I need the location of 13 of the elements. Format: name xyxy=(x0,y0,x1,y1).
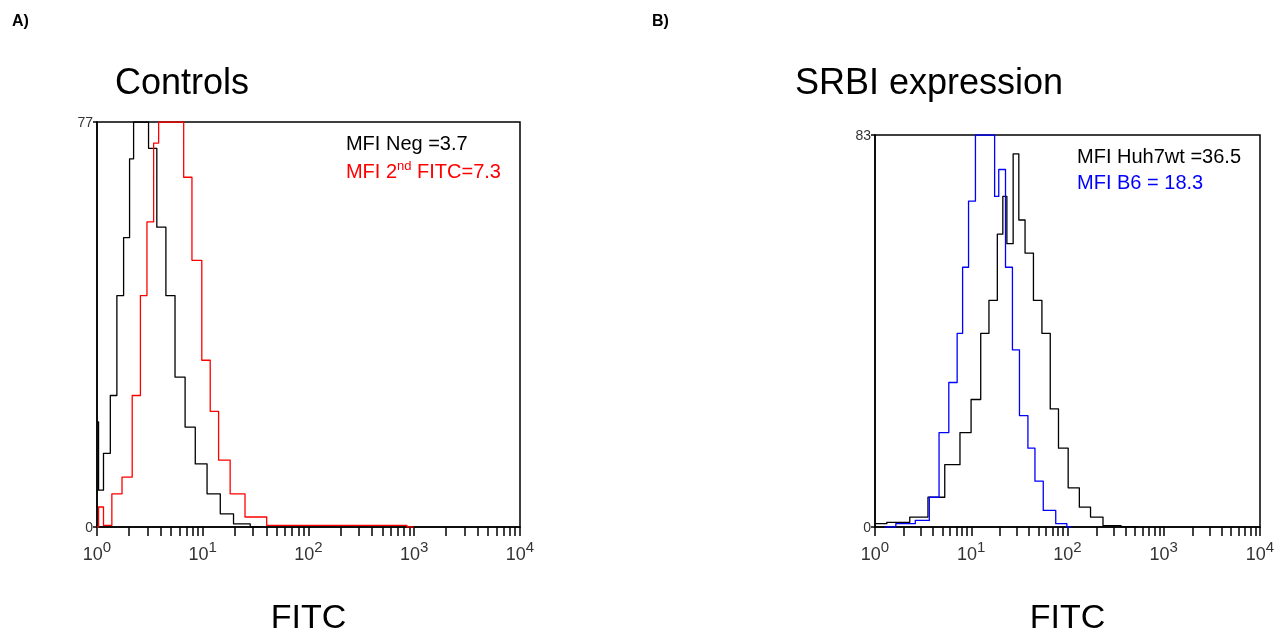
chart-title: SRBI expression xyxy=(795,60,1064,102)
chart-title: Controls xyxy=(115,60,250,102)
y-tick-label: 0 xyxy=(863,519,872,535)
text: MFI B6 = 18.3 xyxy=(1077,171,1204,193)
text: MFI Neg =3.7 xyxy=(345,132,468,154)
y-tick-label: 83 xyxy=(855,127,872,143)
text: B) xyxy=(652,11,669,29)
text: MFI Huh7wt =36.5 xyxy=(1077,145,1241,167)
x-axis-title: FITC xyxy=(270,597,347,635)
x-axis-title: FITC xyxy=(1029,597,1106,635)
y-tick-label: 77 xyxy=(77,114,94,130)
y-tick-label: 0 xyxy=(85,519,94,535)
text: A) xyxy=(12,11,29,29)
